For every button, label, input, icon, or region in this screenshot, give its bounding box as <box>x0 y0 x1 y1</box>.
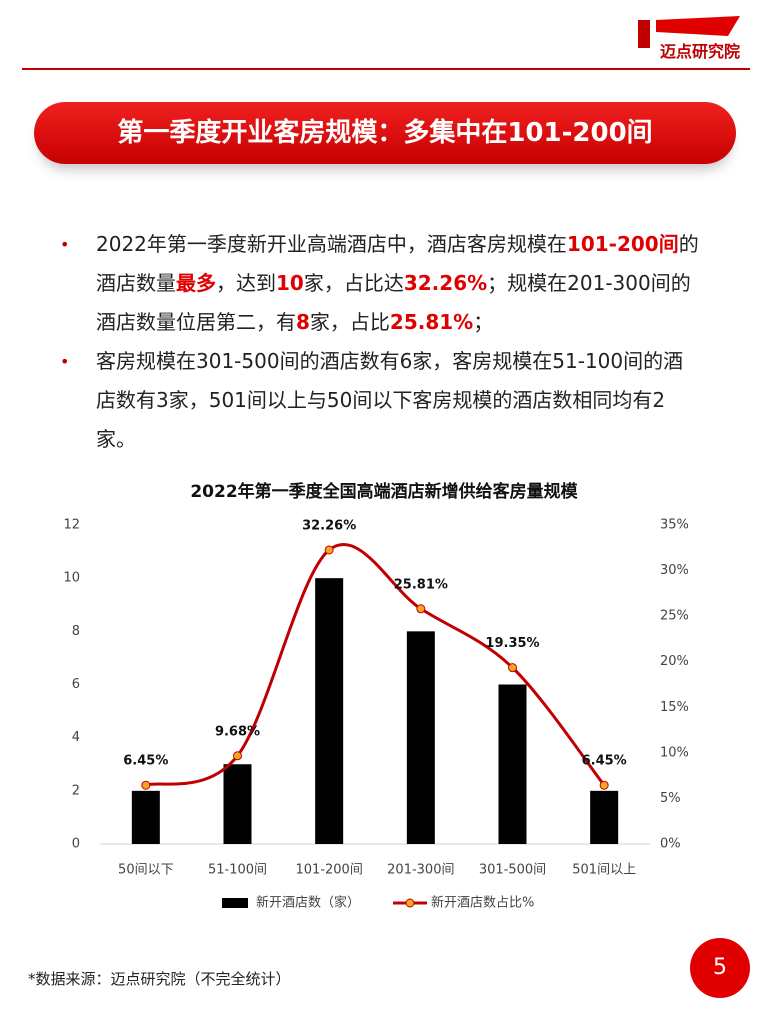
y2-tick-label: 30% <box>660 563 689 578</box>
line <box>145 542 606 787</box>
logo-icon <box>638 16 740 48</box>
bar <box>590 790 619 844</box>
legend-swatch <box>222 898 248 908</box>
y-tick-label: 12 <box>63 518 80 533</box>
x-tick-label: 50间以下 <box>118 863 174 878</box>
line-marker <box>141 780 151 790</box>
emphasis-text: 101-200间 <box>566 232 679 256</box>
bullet-text: 2022年第一季度新开业高端酒店中，酒店客房规模在 <box>96 232 567 256</box>
logo-text: 迈点研究院 <box>660 42 741 61</box>
y-tick-label: 6 <box>72 677 80 692</box>
legend-label: 新开酒店数（家） <box>256 895 360 911</box>
bullet-text: 客房规模在301-500间的酒店数有6家，客房规模在51-100间的酒店数有3家… <box>96 349 684 451</box>
x-tick-label: 201-300间 <box>387 863 454 878</box>
emphasis-text: 最多 <box>176 271 216 295</box>
bar <box>498 684 527 844</box>
emphasis-text: 32.26% <box>403 271 488 295</box>
page-title: 第一季度开业客房规模：多集中在101-200间 <box>117 118 653 148</box>
line-marker <box>599 780 609 790</box>
title-banner <box>34 102 736 164</box>
line-marker <box>416 604 426 614</box>
bullet-text: 的酒店数量 <box>96 232 699 295</box>
bullet-text: ； <box>473 310 494 334</box>
data-label: 25.81% <box>394 577 448 592</box>
bullet: • 客房规模在301-500间的酒店数有6家，客房规模在51-100间的酒店数有3… <box>60 342 700 459</box>
chart: 2022年第一季度全国高端酒店新增供给客房量规模 0 2 4 6 8 10 12 0% 5% 10… <box>63 481 689 911</box>
y2-tick-label: 20% <box>660 654 689 669</box>
data-label: 19.35% <box>485 636 539 651</box>
line-marker <box>508 663 517 673</box>
data-label: 6.45% <box>123 754 168 769</box>
header-rule <box>22 68 750 70</box>
bar <box>315 578 344 844</box>
bar <box>223 764 252 844</box>
bullet: • 2022年第一季度新开业高端酒店中，酒店客房规模在101-200间的酒店数量最… <box>60 225 700 342</box>
bullet-text: 家，占比 <box>309 310 390 334</box>
y-tick-label: 10 <box>63 571 80 586</box>
y-tick-label: 0 <box>72 837 80 852</box>
bullet-text: 家，占比达 <box>303 271 404 295</box>
x-tick-label: 501间以上 <box>572 863 636 878</box>
data-label: 6.45% <box>582 754 627 769</box>
emphasis-text: 25.81% <box>389 310 474 334</box>
bar <box>131 790 160 844</box>
emphasis-text: 10 <box>276 271 304 295</box>
chart-title: 2022年第一季度全国高端酒店新增供给客房量规模 <box>190 481 578 502</box>
y-tick-label: 4 <box>72 730 80 745</box>
y-tick-label: 2 <box>72 783 80 798</box>
y2-tick-label: 35% <box>660 518 689 533</box>
y2-tick-label: 5% <box>660 791 681 806</box>
bullet-text: ，达到 <box>216 271 276 295</box>
x-tick-label: 101-200间 <box>296 863 363 878</box>
legend-swatch-marker <box>405 898 415 908</box>
source-note: *数据来源：迈点研究院（不完全统计） <box>28 970 291 988</box>
emphasis-text: 8 <box>296 310 310 334</box>
y2-tick-label: 15% <box>660 700 689 715</box>
legend-label: 新开酒店数占比% <box>431 895 534 911</box>
y2-tick-label: 25% <box>660 609 689 624</box>
bullet-list: • 2022年第一季度新开业高端酒店中，酒店客房规模在101-200间的酒店数量最… <box>60 225 700 459</box>
bullet-dot: • <box>60 352 70 371</box>
y-tick-label: 8 <box>72 624 80 639</box>
bar <box>406 631 435 844</box>
data-label: 9.68% <box>215 724 260 739</box>
line-marker <box>324 545 334 555</box>
line-marker <box>233 751 242 761</box>
bullet-dot: • <box>60 235 70 254</box>
x-tick-label: 51-100间 <box>208 863 267 878</box>
bullet-text: ；规模在201-300间的酒店数量位居第二，有 <box>96 271 691 334</box>
y2-tick-label: 0% <box>660 837 681 852</box>
page-number: 5 <box>690 938 750 998</box>
x-tick-label: 301-500间 <box>479 863 546 878</box>
y2-tick-label: 10% <box>660 745 689 760</box>
data-label: 32.26% <box>302 518 356 533</box>
